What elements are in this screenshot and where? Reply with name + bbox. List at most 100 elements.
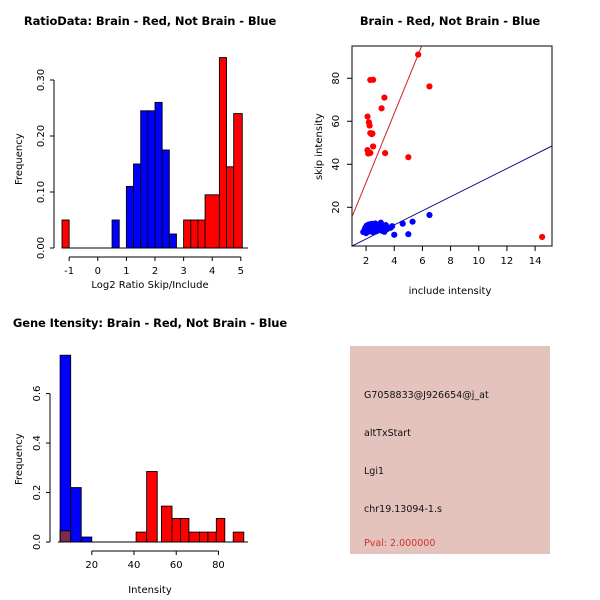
histogram-bar <box>146 471 158 543</box>
ratio-histogram-plot: 0.00 0.10 0.20 0.30 -1 0 1 2 3 4 5 <box>36 57 248 277</box>
histogram-bar <box>80 536 93 543</box>
histogram-bar <box>188 531 200 543</box>
ratio-histogram-ylabel: Frequency <box>14 133 25 185</box>
histogram-bar <box>207 531 217 543</box>
y-tick-label: 40 <box>331 158 342 171</box>
locus-text: chr19.13094-1.s <box>364 504 442 515</box>
x-tick-label: 20 <box>85 560 98 571</box>
x-tick-label: 3 <box>180 266 186 277</box>
ratio-histogram-xlabel: Log2 Ratio Skip/Include <box>91 280 209 291</box>
histogram-bar <box>190 219 199 249</box>
x-tick-label: 4 <box>391 256 397 267</box>
gene-info-panel: G7058833@J926654@j_at altTxStart Lgi1 ch… <box>350 346 550 554</box>
scatter-point <box>378 105 385 112</box>
intensity-scatter-panel: Brain - Red, Not Brain - Blue skip inten… <box>300 0 600 300</box>
histogram-bar <box>70 487 82 543</box>
x-tick-label: 2 <box>363 256 369 267</box>
histogram-bar <box>125 185 134 249</box>
x-tick-label: 60 <box>170 560 183 571</box>
y-tick-label: 0.4 <box>32 435 43 451</box>
event-type-text: altTxStart <box>364 428 411 439</box>
histogram-bar <box>111 219 120 249</box>
scatter-point <box>426 211 433 219</box>
histogram-bar <box>154 101 163 249</box>
gene-intensity-title: Gene Itensity: Brain - Red, Not Brain - … <box>12 316 288 330</box>
scatter-point <box>399 220 406 227</box>
scatter-point <box>368 131 375 138</box>
x-tick-label: 1 <box>123 266 129 277</box>
scatter-point <box>389 223 396 230</box>
x-tick-label: 40 <box>128 560 141 571</box>
histogram-bar <box>233 113 243 249</box>
y-tick-label: 0.30 <box>36 69 47 91</box>
gene-intensity-xlabel: Intensity <box>128 585 172 596</box>
histogram-bar <box>160 505 173 543</box>
x-tick-label: 80 <box>212 560 225 571</box>
x-tick-label: 5 <box>238 266 244 277</box>
intensity-scatter-ylabel: skip intensity <box>314 113 325 180</box>
scatter-point <box>364 113 371 120</box>
histogram-bar <box>59 354 72 543</box>
histogram-bar <box>147 110 156 249</box>
scatter-point <box>539 233 546 241</box>
histogram-bar <box>135 531 148 543</box>
histogram-bar <box>232 531 245 543</box>
y-tick-label: 0.00 <box>36 237 47 259</box>
gene-intensity-ylabel: Frequency <box>14 433 25 485</box>
histogram-bar <box>204 194 220 249</box>
y-tick-label: 0.6 <box>32 386 43 402</box>
histogram-bar <box>59 530 72 543</box>
histogram-bar <box>161 149 170 249</box>
gene-intensity-plot: 0.0 0.2 0.4 0.6 20 40 60 80 <box>32 354 248 571</box>
scatter-point <box>405 154 412 161</box>
x-tick-label: -1 <box>64 266 74 277</box>
x-tick-label: 8 <box>447 256 453 267</box>
ratio-histogram-panel: RatioData: Brain - Red, Not Brain - Blue… <box>0 0 300 300</box>
scatter-point <box>370 143 377 150</box>
scatter-point <box>381 94 388 101</box>
x-tick-label: 12 <box>501 256 514 267</box>
plot-frame <box>351 45 553 247</box>
histogram-bar <box>183 219 192 249</box>
histogram-bar <box>198 531 209 543</box>
x-tick-label: 10 <box>472 256 485 267</box>
histogram-bar <box>197 219 206 249</box>
scatter-point <box>426 83 433 90</box>
scatter-point <box>381 149 389 157</box>
trend-line <box>352 46 423 218</box>
gene-intensity-panel: Gene Itensity: Brain - Red, Not Brain - … <box>0 300 300 600</box>
gene-symbol-text: Lgi1 <box>364 466 385 477</box>
histogram-bar <box>171 518 181 543</box>
histogram-bar <box>215 518 226 543</box>
histogram-bar <box>133 163 142 249</box>
y-tick-label: 20 <box>331 201 342 214</box>
histogram-bar <box>140 110 149 249</box>
scatter-point <box>366 122 373 129</box>
intensity-scatter-xlabel: include intensity <box>408 286 492 297</box>
scatter-point <box>405 231 412 238</box>
scatter-point <box>409 218 416 225</box>
y-tick-label: 80 <box>331 72 342 85</box>
histogram-bar <box>218 57 227 249</box>
y-tick-label: 0.0 <box>32 534 43 550</box>
scatter-point <box>415 51 422 58</box>
y-tick-label: 0.10 <box>36 181 47 203</box>
ratio-histogram-title: RatioData: Brain - Red, Not Brain - Blue <box>23 14 277 28</box>
scatter-point <box>370 76 377 83</box>
pval-text: Pval: 2.000000 <box>364 538 436 549</box>
x-tick-label: 0 <box>95 266 101 277</box>
intensity-scatter-title: Brain - Red, Not Brain - Blue <box>359 14 541 28</box>
y-tick-label: 0.20 <box>36 125 47 147</box>
y-tick-label: 0.2 <box>32 485 43 501</box>
scatter-point <box>391 231 398 238</box>
x-tick-label: 4 <box>209 266 215 277</box>
intensity-scatter-plot: 20 40 60 80 2 4 6 8 10 12 14 <box>331 45 553 267</box>
scatter-point <box>365 150 372 157</box>
x-tick-label: 6 <box>419 256 425 267</box>
scatter-point <box>377 219 384 226</box>
y-tick-label: 60 <box>331 115 342 128</box>
histogram-bar <box>61 219 70 249</box>
x-tick-label: 14 <box>529 256 542 267</box>
histogram-bar <box>168 233 177 249</box>
